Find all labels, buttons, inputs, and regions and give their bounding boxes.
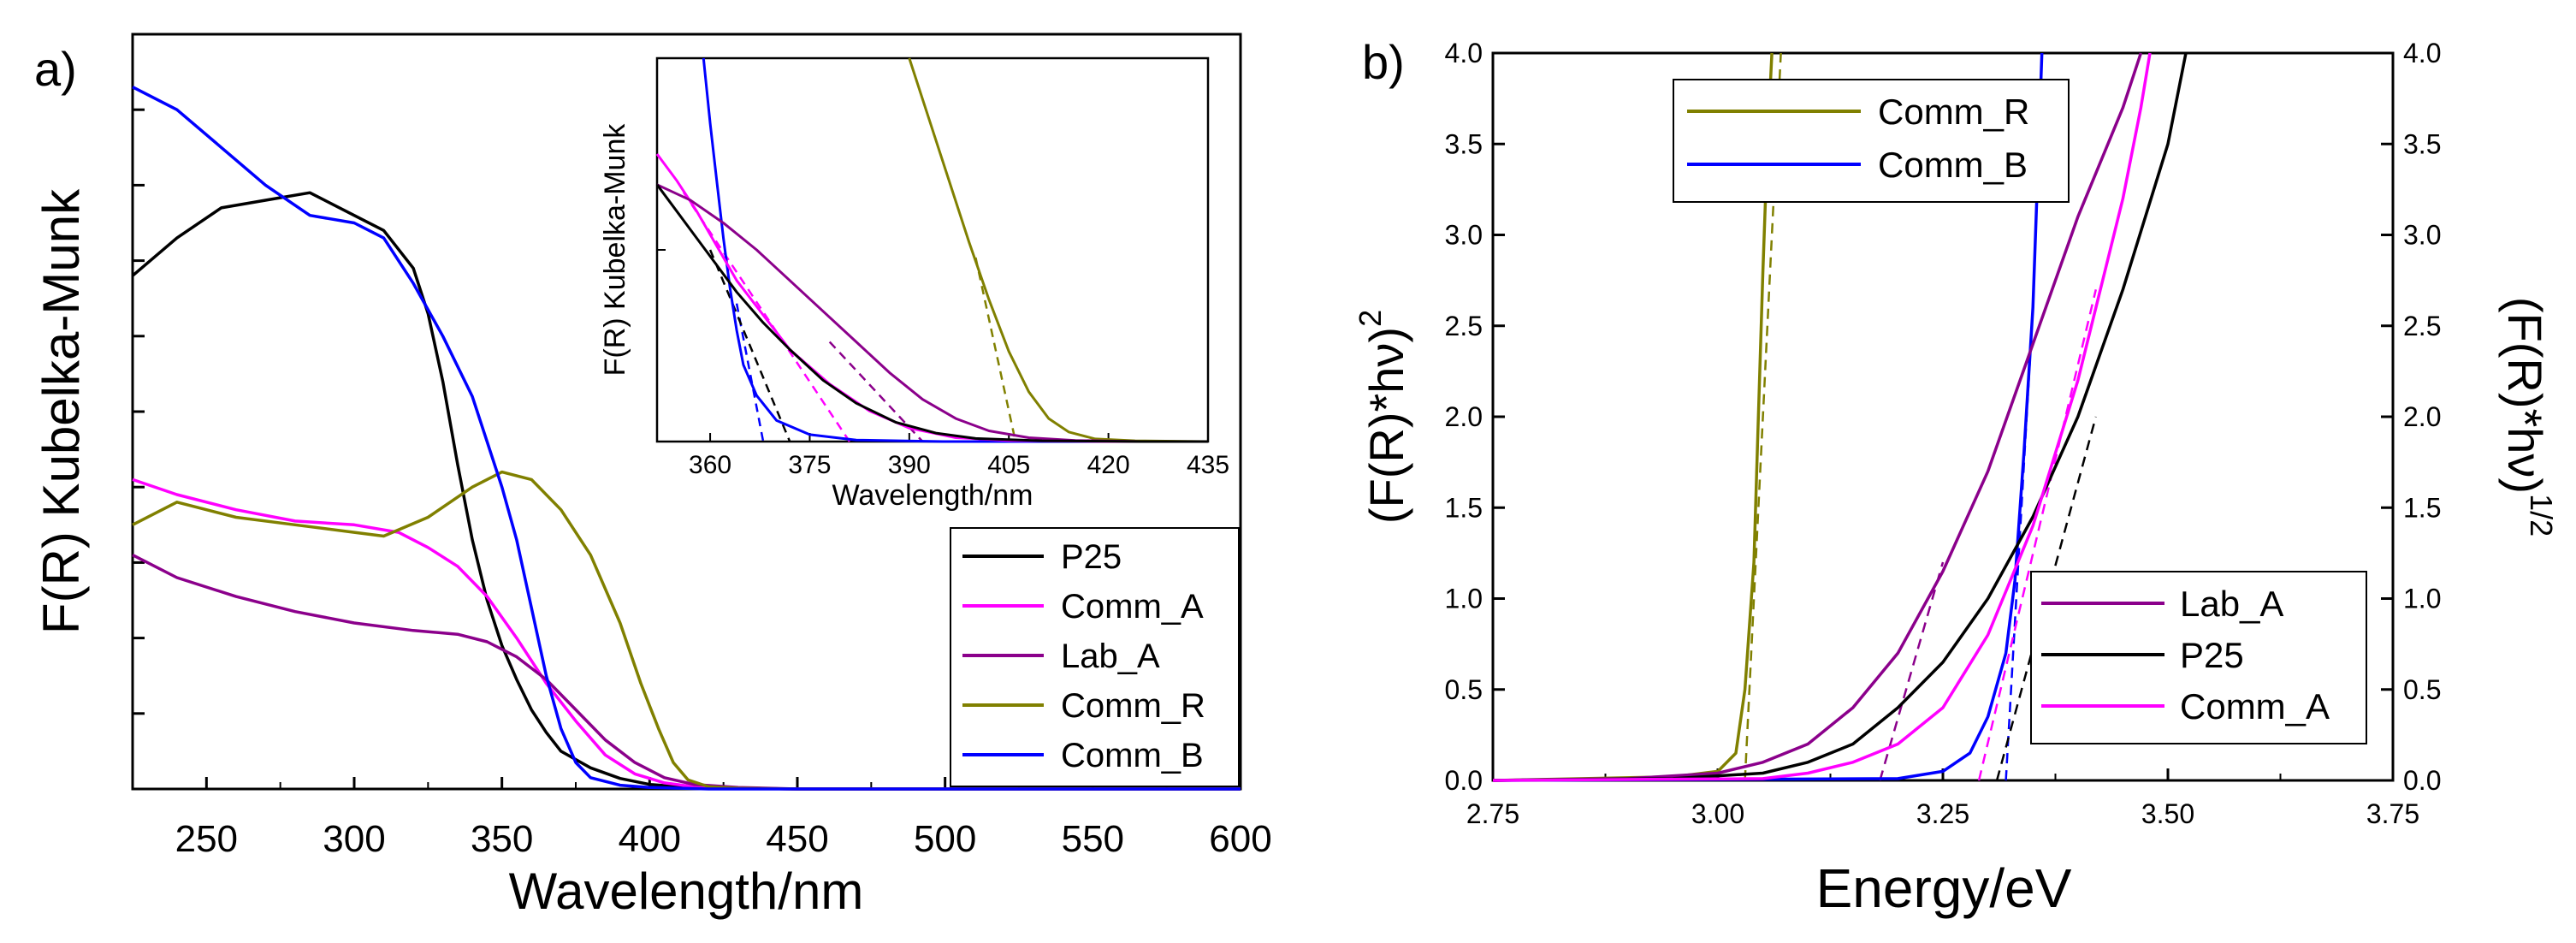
inset-x-axis: 360 375 390 405 420 435 — [657, 57, 1229, 479]
y-tick-label-b-left: 2.0 — [1445, 401, 1483, 432]
axes-b: 2.75 3.00 3.25 3.50 3.750.0 0.00.5 0.51.0 1.01.… — [1445, 38, 2442, 829]
x-tick-label-b: 3.75 — [2366, 798, 2419, 829]
inset-y-axis-title: F(R) Kubelka-Munk — [599, 123, 631, 377]
y-tick-label-b-right: 3.0 — [2403, 220, 2441, 251]
legend-frame-b-top — [1673, 79, 2070, 203]
y-tick-label-b-left: 1.5 — [1445, 492, 1483, 523]
x-tick-label-a: 250 — [175, 818, 238, 860]
legend-b-label-lab-a: Lab_A — [2180, 584, 2283, 624]
x-axis-title-b: Energy/eV — [1816, 857, 2072, 919]
tangent-lab-a — [1879, 561, 1945, 781]
inset-tangent-p25 — [708, 249, 791, 442]
y-tick-label-b-left: 1.0 — [1445, 584, 1483, 614]
legend-label-comm-a: Comm_A — [1061, 588, 1204, 626]
x-tick-label-a: 300 — [323, 818, 385, 860]
x-tick-label-a: 350 — [471, 818, 533, 860]
x-tick-label-b: 3.25 — [1916, 798, 1969, 829]
legend-a: P25 Comm_A Lab_A Comm_R Comm_B — [950, 527, 1240, 787]
panel-label-b: b) — [1362, 35, 1405, 89]
series-line-b-lab-a — [1492, 52, 2143, 782]
inset-tangent-lab-a — [828, 341, 924, 442]
series-line-comm-b — [132, 86, 1241, 791]
x-tick-label-a: 600 — [1209, 818, 1271, 860]
x-tick-label-a: 450 — [766, 818, 828, 860]
tangent-comm-a — [1977, 289, 2098, 781]
inset-tangent-comm-r — [974, 257, 1017, 442]
legend-frame-b-bottom — [2030, 571, 2367, 744]
x-tick-label-a: 400 — [619, 818, 681, 860]
inset-series-lines — [655, 57, 1209, 443]
inset-x-tick-label: 420 — [1087, 451, 1130, 479]
legend-label-lab-a: Lab_A — [1061, 638, 1160, 675]
x-tick-label-a: 550 — [1062, 818, 1124, 860]
x-tick-label-a: 500 — [914, 818, 976, 860]
series-line-comm-r — [132, 470, 1241, 791]
series-line-b-comm-a — [1492, 52, 2152, 782]
inset-series-line-lab-a — [656, 183, 1208, 443]
y-tick-label-b-right: 3.5 — [2403, 128, 2441, 159]
inset-series-line-p25 — [655, 183, 1208, 443]
x-axis-title-a: Wavelength/nm — [509, 863, 864, 920]
legend-label-comm-r: Comm_R — [1061, 687, 1205, 725]
inset-x-tick-label: 360 — [689, 451, 731, 479]
legend-b-label-p25: P25 — [2180, 635, 2244, 675]
inset-x-tick-label: 435 — [1187, 451, 1229, 479]
series-line-b-comm-b — [1492, 52, 2044, 782]
legend-b-label-comm-b: Comm_B — [1878, 145, 2028, 185]
y-tick-label-b-left: 0.0 — [1445, 765, 1483, 796]
series-lines-a — [131, 86, 1241, 791]
y-tick-label-b-left: 2.5 — [1445, 311, 1483, 341]
y-axis-title-b-left: (F(R)*hν)2 — [1353, 310, 1413, 524]
legend-b-top: Comm_R Comm_B — [1673, 79, 2070, 203]
x-tick-label-b: 2.75 — [1466, 798, 1519, 829]
y-tick-label-b-left: 3.0 — [1445, 220, 1483, 251]
y-tick-label-b-right: 1.5 — [2403, 492, 2441, 523]
inset-x-axis-title: Wavelength/nm — [832, 479, 1033, 512]
y-axis-title-a: F(R) Kubelka-Munk — [33, 188, 90, 634]
y-tick-label-b-left: 4.0 — [1445, 38, 1483, 68]
y-tick-label-b-right: 0.5 — [2403, 674, 2441, 705]
x-axis-a: 250 300 350 400 450 500 550 600 — [132, 33, 1272, 860]
legend-b-bottom: Lab_A P25 Comm_A — [2030, 571, 2367, 744]
legend-label-p25: P25 — [1061, 538, 1122, 576]
inset-x-tick-label: 405 — [987, 451, 1030, 479]
inset-series-line-comm-b — [702, 57, 1208, 443]
inset-series-line-comm-r — [908, 57, 1209, 443]
series-lines-b — [1492, 52, 2188, 782]
y-tick-label-b-left: 3.5 — [1445, 128, 1483, 159]
y-tick-label-b-right: 2.0 — [2403, 401, 2441, 432]
panel-label-a: a) — [34, 42, 77, 96]
inset-x-tick-label: 375 — [788, 451, 831, 479]
series-line-b-p25 — [1492, 52, 2188, 782]
y-tick-label-b-left: 0.5 — [1445, 674, 1483, 705]
x-tick-label-b: 3.50 — [2141, 798, 2194, 829]
y-tick-label-b-right: 4.0 — [2403, 38, 2441, 68]
y-tick-label-b-right: 0.0 — [2403, 765, 2441, 796]
inset-chart: 360 375 390 405 420 435 Wavelength/nm F(R) Ku… — [599, 56, 1229, 512]
inset-frame — [655, 56, 1210, 443]
legend-b-label-comm-r: Comm_R — [1878, 92, 2029, 132]
y-axis-title-b-right: (F(R)*hν)1/2 — [2498, 297, 2559, 537]
inset-x-tick-label: 390 — [888, 451, 931, 479]
inset-tangent-comm-b — [735, 303, 765, 442]
legend-label-comm-b: Comm_B — [1061, 737, 1204, 774]
legend-b-label-comm-a: Comm_A — [2180, 686, 2330, 727]
y-tick-label-b-right: 2.5 — [2403, 311, 2441, 341]
series-line-p25 — [131, 191, 1241, 791]
panel-a: a) 250 300 350 400 450 500 550 600 Wavelength/n… — [33, 33, 1272, 920]
y-tick-label-b-right: 1.0 — [2403, 584, 2441, 614]
series-line-comm-a — [132, 477, 1241, 791]
x-tick-label-b: 3.00 — [1691, 798, 1744, 829]
panel-b: b) 2.75 3.00 3.25 3.50 3.750.0 0.00.5 0.51.0 1.… — [1353, 35, 2559, 919]
